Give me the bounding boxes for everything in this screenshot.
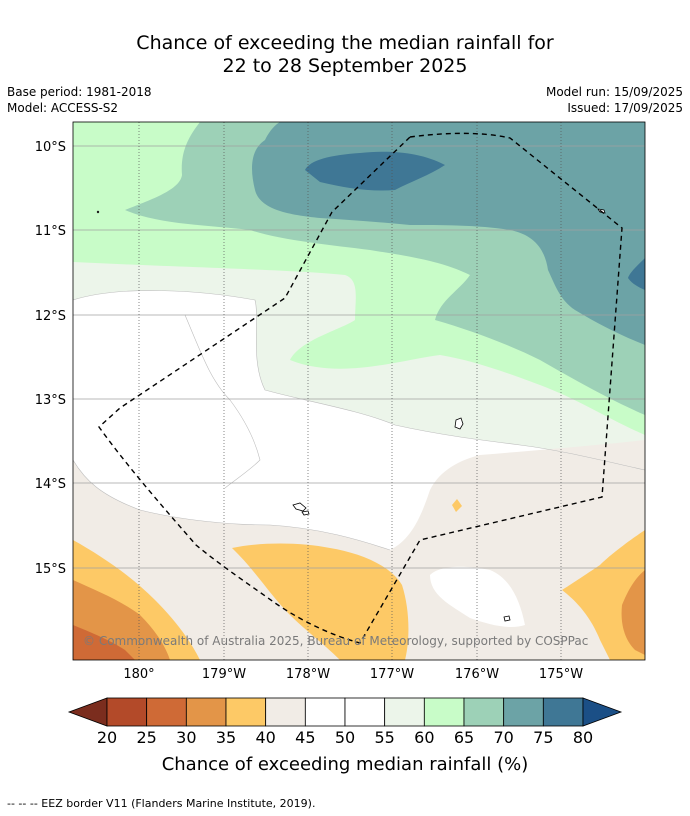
colorbar-tick-50: 50 xyxy=(335,728,355,747)
lat-labels: 10°S 11°S 12°S 13°S 14°S 15°S xyxy=(35,140,66,577)
colorbar-tick-40: 40 xyxy=(255,728,275,747)
contour-50-55-se-patch xyxy=(430,566,525,628)
contour-75-80-east xyxy=(628,258,645,290)
colorbar-tick-75: 75 xyxy=(533,728,553,747)
contour-lines xyxy=(73,290,645,551)
lat-label-15s: 15°S xyxy=(35,562,66,577)
colorbar-ticks: 20 25 30 35 40 45 50 55 60 65 70 75 80 xyxy=(97,728,593,747)
colorbar xyxy=(67,697,623,727)
colorbar-segment-50-55 xyxy=(344,697,386,727)
lon-labels: 180° 179°W 178°W 177°W 176°W 175°W xyxy=(123,667,583,682)
model-run-text: Model run: 15/09/2025 xyxy=(545,85,683,99)
contour-35-40-center xyxy=(232,543,409,660)
colorbar-segment-45-50 xyxy=(304,697,346,727)
colorbar-tick-55: 55 xyxy=(374,728,394,747)
colorbar-tick-30: 30 xyxy=(176,728,196,747)
colorbar-segment-20-25 xyxy=(106,697,148,727)
map-title-line2: 22 to 28 September 2025 xyxy=(222,55,468,77)
lon-label-178w: 178°W xyxy=(286,667,330,682)
eez-footnote: -- -- -- EEZ border V11 (Flanders Marine… xyxy=(7,797,316,810)
colorbar-segment-30-35 xyxy=(185,697,227,727)
lat-label-14s: 14°S xyxy=(35,477,66,492)
lat-gridlines xyxy=(73,145,645,569)
issued-text: Issued: 17/09/2025 xyxy=(567,101,683,115)
colorbar-title: Chance of exceeding median rainfall (%) xyxy=(162,754,529,775)
lat-label-10s: 10°S xyxy=(35,140,66,155)
colorbar-segment-65-70 xyxy=(463,697,505,727)
lat-label-11s: 11°S xyxy=(35,224,66,239)
colorbar-segment-75-80 xyxy=(542,697,584,727)
colorbar-tick-80: 80 xyxy=(573,728,593,747)
map-contours: © Commonwealth of Australia 2025, Bureau… xyxy=(73,122,645,660)
lon-label-175w: 175°W xyxy=(539,667,583,682)
contour-35-40-patch xyxy=(452,499,462,512)
island-alofi xyxy=(301,510,310,516)
contour-30-35-se xyxy=(621,570,645,655)
island-wallis xyxy=(454,417,464,430)
model-text: Model: ACCESS-S2 xyxy=(7,101,119,115)
lon-label-177w: 177°W xyxy=(370,667,414,682)
map-title-line1: Chance of exceeding the median rainfall … xyxy=(136,32,554,54)
contour-50-55-mid-patch xyxy=(73,310,130,380)
colorbar-tick-65: 65 xyxy=(454,728,474,747)
contour-25-30-sw xyxy=(73,625,135,660)
map-frame xyxy=(72,121,646,661)
copyright-text: © Commonwealth of Australia 2025, Bureau… xyxy=(83,634,588,648)
island-niuafoou xyxy=(503,615,511,622)
colorbar-tick-70: 70 xyxy=(493,728,513,747)
lat-label-12s: 12°S xyxy=(35,309,66,324)
colorbar-segment-60-65 xyxy=(423,697,465,727)
colorbar-segment-70-75 xyxy=(503,697,544,727)
colorbar-tick-60: 60 xyxy=(414,728,434,747)
colorbar-segment-55-60 xyxy=(384,697,425,727)
colorbar-segment-25-30 xyxy=(146,697,187,727)
base-period-text: Base period: 1981-2018 xyxy=(7,85,152,99)
colorbar-segment-40-45 xyxy=(265,697,306,727)
colorbar-extend-high xyxy=(582,697,623,727)
lon-label-176w: 176°W xyxy=(455,667,499,682)
colorbar-tick-45: 45 xyxy=(295,728,315,747)
colorbar-tick-20: 20 xyxy=(97,728,117,747)
lat-label-13s: 13°S xyxy=(35,393,66,408)
eez-border xyxy=(98,132,623,644)
islands xyxy=(96,208,606,622)
colorbar-tick-25: 25 xyxy=(136,728,156,747)
colorbar-tick-35: 35 xyxy=(216,728,236,747)
lon-label-179w: 179°W xyxy=(202,667,246,682)
island-futuna xyxy=(292,502,307,512)
colorbar-segment-35-40 xyxy=(225,697,267,727)
colorbar-extend-low xyxy=(67,697,108,727)
lon-label-180: 180° xyxy=(123,667,154,682)
island-small xyxy=(96,210,100,214)
